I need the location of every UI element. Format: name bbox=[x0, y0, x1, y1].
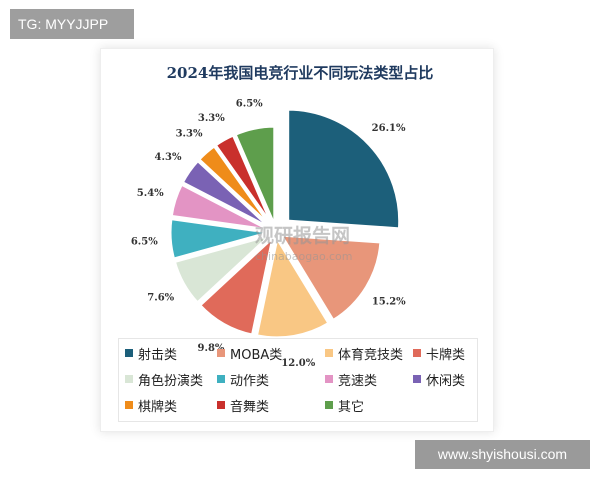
watermark-text-en: chinabaogao.com bbox=[255, 250, 353, 263]
legend-label: 体育竞技类 bbox=[338, 347, 404, 363]
legend-swatch bbox=[125, 349, 133, 357]
legend-item: 竞速类 bbox=[325, 369, 377, 389]
legend-item: 休闲类 bbox=[413, 369, 465, 389]
slice-data-label: 6.5% bbox=[236, 99, 263, 110]
legend-item: 卡牌类 bbox=[413, 343, 465, 363]
legend-item: 音舞类 bbox=[217, 395, 269, 415]
legend-swatch bbox=[125, 401, 133, 409]
pie-slice bbox=[197, 232, 276, 337]
legend-item: 射击类 bbox=[125, 343, 177, 363]
legend-label: 射击类 bbox=[138, 347, 178, 363]
slice-data-label: 3.3% bbox=[176, 129, 203, 140]
legend-swatch bbox=[125, 375, 133, 383]
legend-swatch bbox=[413, 375, 421, 383]
pie-slice bbox=[172, 233, 272, 306]
chart-title: 2024年我国电竞行业不同玩法类型占比 bbox=[166, 64, 434, 82]
watermark-tag-top: TG: MYYJJPP bbox=[10, 9, 134, 39]
legend-label: 卡牌类 bbox=[426, 347, 466, 363]
slice-data-label: 4.3% bbox=[155, 152, 182, 163]
chart-legend: 射击类 MOBA类 体育竞技类 卡牌类角色扮演类 动作类 竞速类 休闲类棋牌类 音舞类 其它 bbox=[118, 338, 478, 422]
legend-label: 休闲类 bbox=[426, 373, 466, 389]
slice-data-label: 15.2% bbox=[372, 297, 406, 308]
pie-slice bbox=[168, 216, 271, 261]
legend-item: 动作类 bbox=[217, 369, 269, 389]
legend-swatch bbox=[217, 401, 225, 409]
legend-item: 棋牌类 bbox=[125, 395, 177, 415]
slice-data-label: 3.3% bbox=[198, 113, 225, 124]
watermark-text-cn: 观研报告网 bbox=[255, 224, 350, 247]
legend-label: 角色扮演类 bbox=[138, 373, 204, 389]
legend-swatch bbox=[217, 375, 225, 383]
pie-slice bbox=[233, 124, 277, 227]
legend-swatch bbox=[217, 349, 225, 357]
legend-swatch bbox=[413, 349, 421, 357]
pie-slice bbox=[213, 133, 275, 228]
pie-slice bbox=[286, 107, 402, 231]
legend-label: 棋牌类 bbox=[138, 399, 178, 415]
slice-data-label: 7.6% bbox=[147, 292, 174, 303]
legend-item: 角色扮演类 bbox=[125, 369, 203, 389]
legend-swatch bbox=[325, 349, 333, 357]
legend-label: 音舞类 bbox=[230, 399, 270, 415]
slice-data-label: 9.8% bbox=[198, 343, 225, 354]
pie-slice bbox=[278, 233, 383, 323]
legend-swatch bbox=[325, 401, 333, 409]
slice-data-label: 6.5% bbox=[131, 237, 158, 248]
slice-data-label: 5.4% bbox=[137, 188, 164, 199]
legend-item: 体育竞技类 bbox=[325, 343, 403, 363]
watermark-tag-bottom: www.shyishousi.com bbox=[415, 440, 590, 469]
legend-item: MOBA类 bbox=[217, 343, 282, 363]
legend-label: MOBA类 bbox=[230, 347, 283, 363]
legend-swatch bbox=[325, 375, 333, 383]
pie-slice bbox=[169, 182, 271, 232]
legend-label: 其它 bbox=[338, 399, 365, 415]
pie-slice bbox=[254, 233, 332, 340]
legend-label: 竞速类 bbox=[338, 373, 378, 389]
legend-item: 其它 bbox=[325, 395, 364, 415]
slice-data-label: 12.0% bbox=[281, 358, 315, 369]
legend-label: 动作类 bbox=[230, 373, 270, 389]
slice-data-label: 26.1% bbox=[372, 123, 406, 134]
